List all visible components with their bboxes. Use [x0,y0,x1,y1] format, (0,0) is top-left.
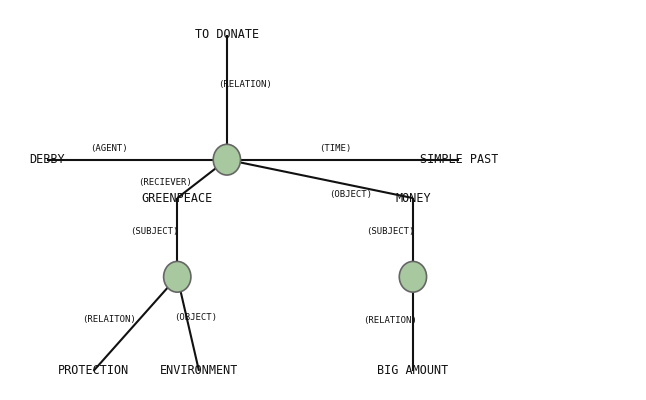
Text: (RELAITON): (RELAITON) [82,314,136,324]
Text: ENVIRONMENT: ENVIRONMENT [160,364,238,377]
Text: GREENPEACE: GREENPEACE [141,192,213,204]
Text: (RECIEVER): (RECIEVER) [138,178,192,187]
Text: (OBJECT): (OBJECT) [329,190,372,199]
Text: MONEY: MONEY [395,192,431,204]
Text: TO DONATE: TO DONATE [195,28,259,41]
Text: (SUBJECT): (SUBJECT) [130,227,178,236]
Text: BIG AMOUNT: BIG AMOUNT [377,364,448,377]
Text: (RELATION): (RELATION) [218,80,273,89]
Ellipse shape [163,262,191,292]
Text: PROTECTION: PROTECTION [58,364,129,377]
Text: (OBJECT): (OBJECT) [174,313,217,322]
Text: DEBBY: DEBBY [29,153,65,166]
Text: (AGENT): (AGENT) [90,144,128,153]
Text: (TIME): (TIME) [319,144,351,153]
Text: (RELATION): (RELATION) [363,316,417,326]
Text: (SUBJECT): (SUBJECT) [366,227,414,236]
Ellipse shape [399,262,426,292]
Text: SIMPLE PAST: SIMPLE PAST [421,153,499,166]
Ellipse shape [213,144,240,175]
